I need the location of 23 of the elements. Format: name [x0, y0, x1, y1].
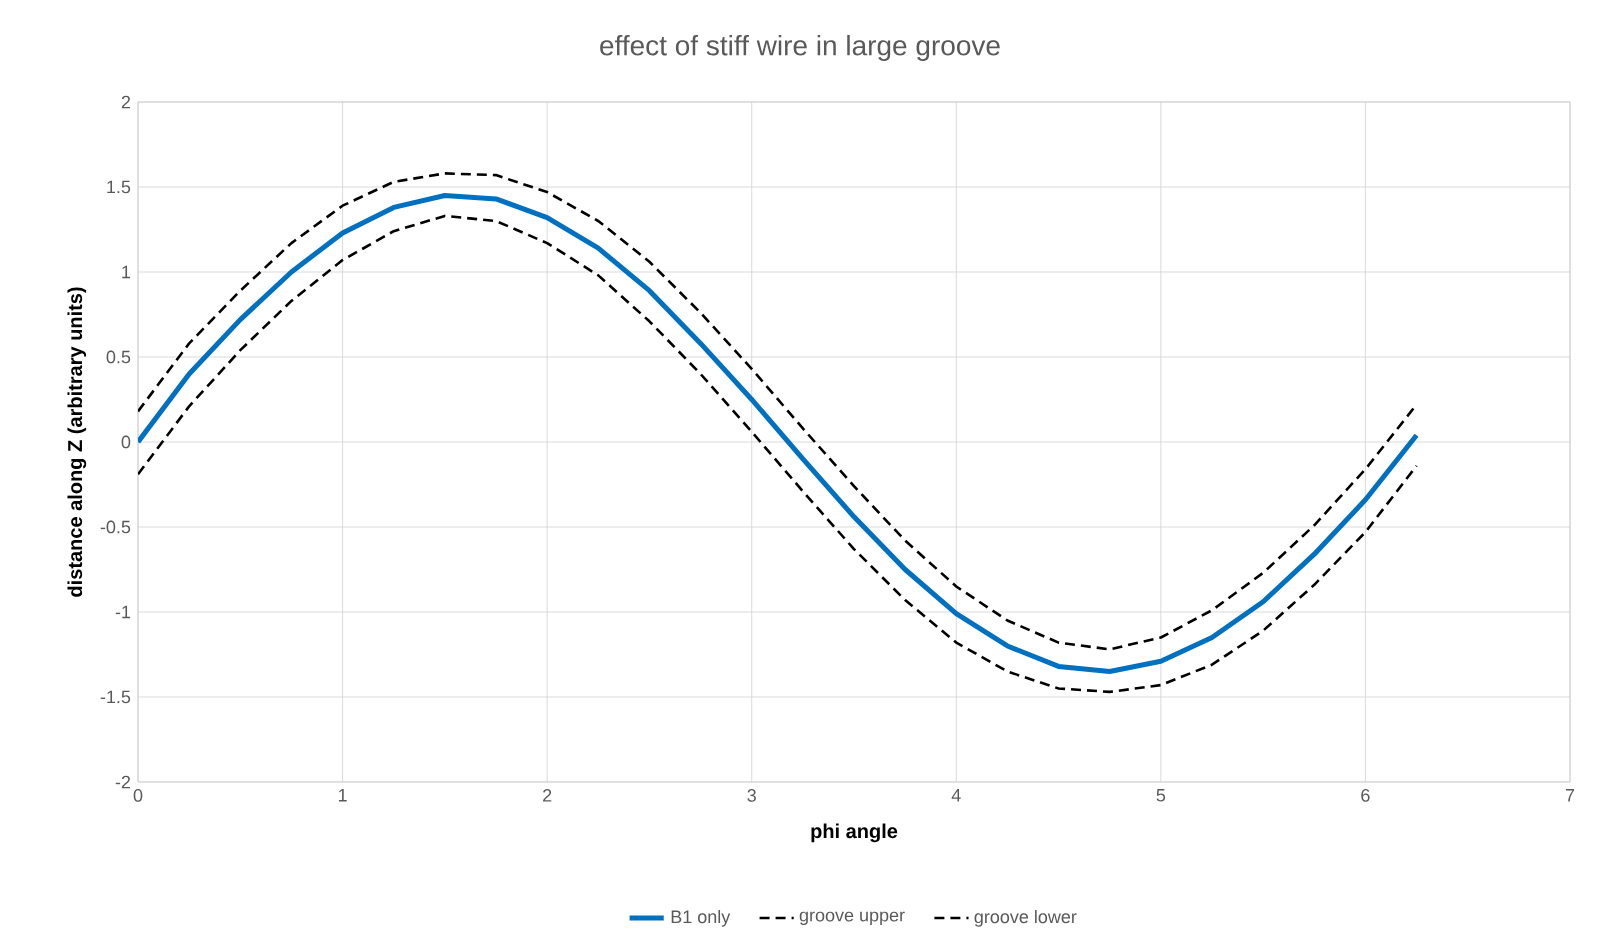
x-tick-label: 1 — [338, 789, 347, 802]
y-tick-label: 1 — [122, 265, 131, 279]
legend-label: groove lower — [974, 909, 1077, 927]
x-axis-title: phi angle — [811, 823, 898, 843]
x-tick-label: 4 — [951, 789, 961, 802]
y-tick-label: -1 — [115, 605, 131, 619]
x-tick-label: 0 — [133, 789, 143, 802]
y-tick-label: -1.5 — [100, 690, 131, 704]
y-tick-label: 0.5 — [106, 350, 131, 364]
x-tick-label: 7 — [1565, 789, 1575, 802]
x-tick-label: 6 — [1361, 789, 1370, 802]
y-tick-label: -0.5 — [100, 520, 131, 534]
x-tick-label: 3 — [747, 789, 756, 802]
y-tick-label: -2 — [115, 775, 131, 789]
y-axis-title: distance along Z (arbitrary units) — [67, 287, 87, 597]
x-tick-label: 2 — [543, 789, 552, 802]
y-tick-label: 1.5 — [107, 180, 131, 194]
y-tick-label: 0 — [121, 435, 131, 449]
legend-label: groove upper — [799, 911, 905, 926]
chart-title: effect of stiff wire in large groove — [600, 34, 1000, 62]
x-tick-label: 5 — [1156, 789, 1166, 802]
y-tick-label: 2 — [121, 95, 131, 109]
legend-label: B1 only — [671, 909, 731, 927]
